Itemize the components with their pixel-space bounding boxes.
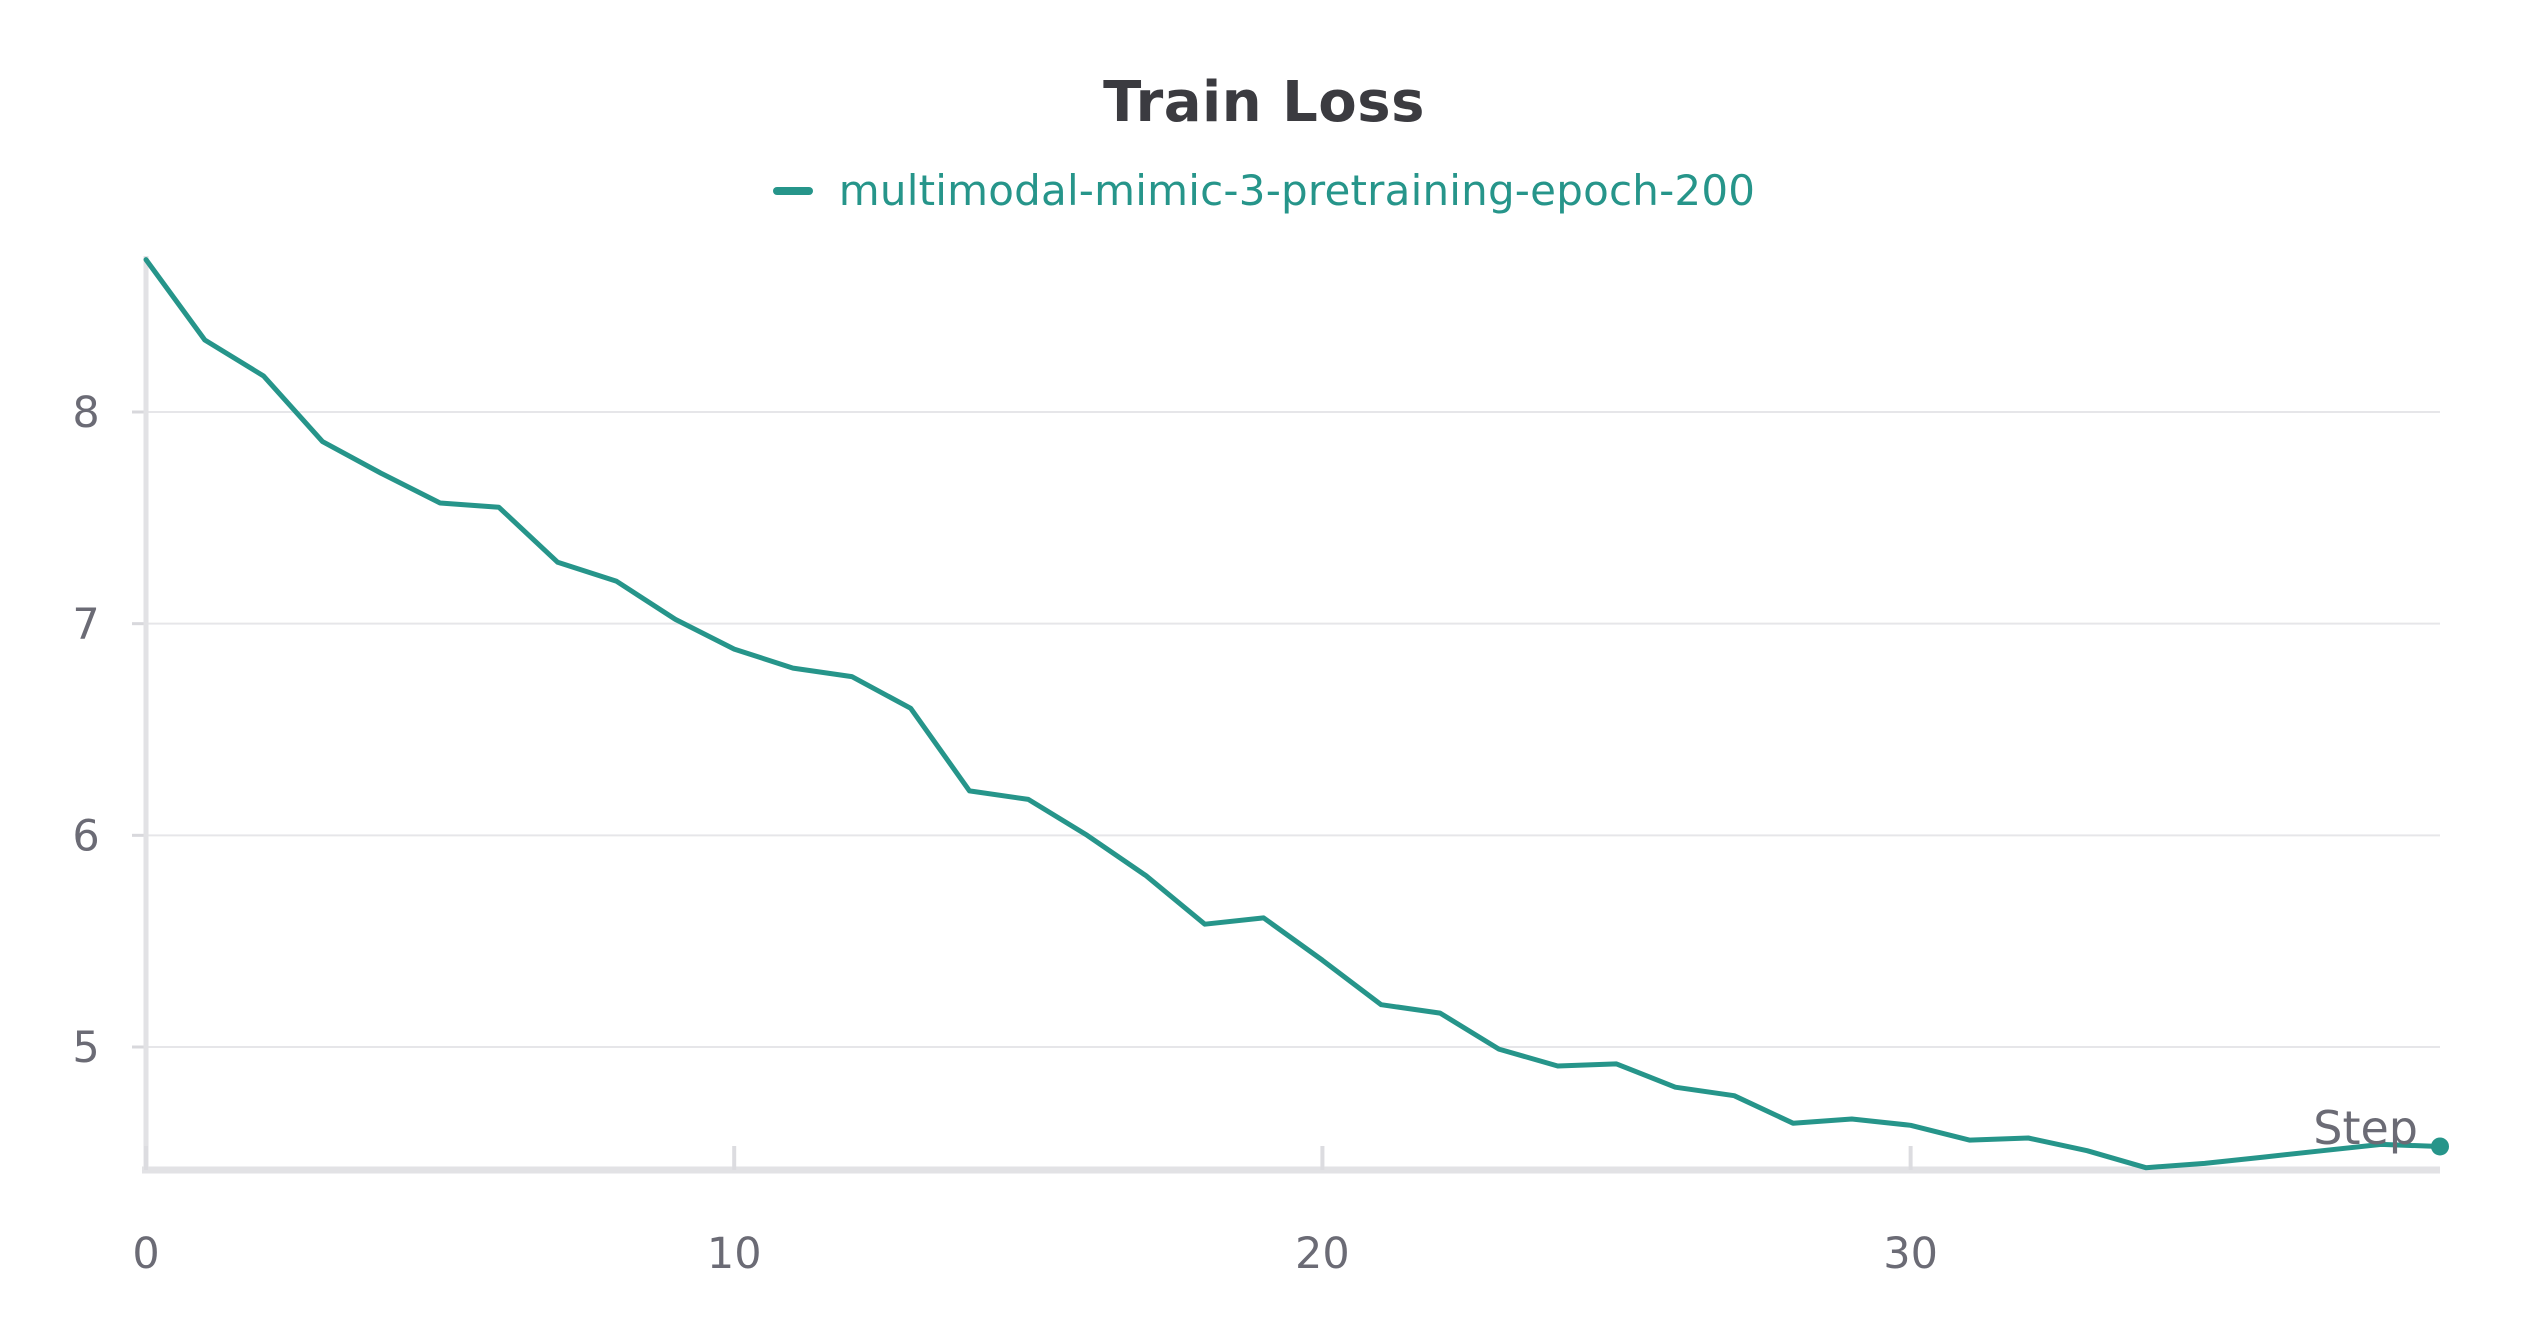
legend-swatch (772, 186, 813, 195)
series-layer (143, 257, 2449, 1171)
x-tick-label-0: 0 (132, 1229, 159, 1279)
y-tick-label-8: 8 (72, 388, 99, 438)
grid-layer (146, 411, 2440, 1048)
chart-title: Train Loss (1103, 70, 1425, 135)
y-tick-label-6: 6 (72, 811, 99, 861)
label-layer: 5 6 7 8 0 10 20 30 Step (72, 388, 2418, 1279)
series-endpoint-marker (2431, 1137, 2449, 1156)
x-tick-label-10: 10 (707, 1229, 762, 1279)
x-axis-label: Step (2313, 1101, 2418, 1155)
x-tick-label-20: 20 (1295, 1229, 1350, 1279)
x-tick-label-30: 30 (1883, 1229, 1938, 1279)
series-line (143, 257, 2443, 1171)
y-tick-label-7: 7 (72, 600, 99, 650)
legend: multimodal-mimic-3-pretraining-epoch-200 (0, 166, 2528, 215)
legend-label: multimodal-mimic-3-pretraining-epoch-200 (838, 166, 1756, 215)
axis-layer (132, 256, 2440, 1174)
y-tick-label-5: 5 (72, 1023, 99, 1073)
